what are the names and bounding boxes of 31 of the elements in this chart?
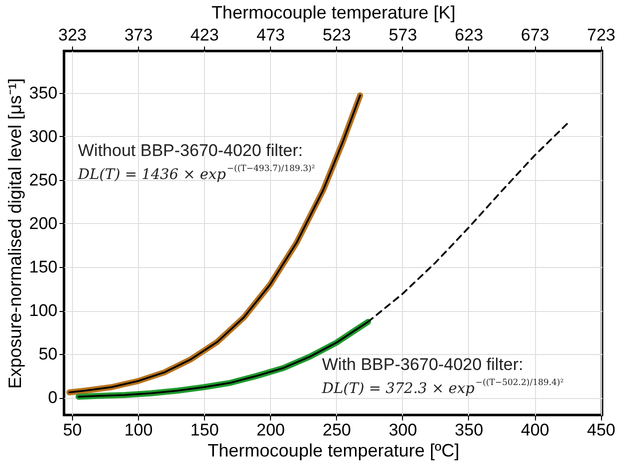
y-tick-label: 100 [29,301,58,320]
x-tick-label: 150 [190,420,219,440]
y-tick-label: 150 [29,257,58,276]
y-tick-label: 350 [29,83,58,102]
x-tick-label: 400 [520,420,550,440]
x-tick-label: 200 [256,420,285,440]
x2-tick-label: 523 [322,26,351,44]
annotation: With BBP-3670-4020 filter: [322,355,524,374]
x2-tick-label: 673 [520,26,550,44]
annotation: Without BBP-3670-4020 filter: [78,141,303,160]
x-tick-label: 50 [62,420,82,440]
x-tick-label: 300 [388,420,418,440]
x2-tick-label: 573 [388,26,418,44]
x-axis-title: Thermocouple temperature [ºC] [208,440,460,460]
y-tick-label: 300 [29,126,58,146]
x2-tick-label: 623 [454,26,484,44]
y-axis-title: Exposure-normalised digital level [μs⁻¹] [5,78,26,389]
x-tick-label: 100 [124,420,153,440]
x2-tick-label: 423 [190,26,219,44]
y-tick-label: 50 [38,344,58,364]
x2-tick-label: 323 [58,26,87,44]
y-tick-label: 0 [48,388,58,408]
x-tick-label: 350 [454,420,484,440]
x2-axis-title: Thermocouple temperature [K] [211,2,456,22]
x-tick-label: 450 [586,420,616,440]
x2-tick-label: 473 [256,26,285,44]
x2-tick-label: 373 [124,26,153,44]
x-tick-label: 250 [322,420,351,440]
y-tick-label: 250 [29,170,58,190]
x2-tick-label: 723 [586,26,616,44]
y-tick-label: 200 [29,214,58,233]
